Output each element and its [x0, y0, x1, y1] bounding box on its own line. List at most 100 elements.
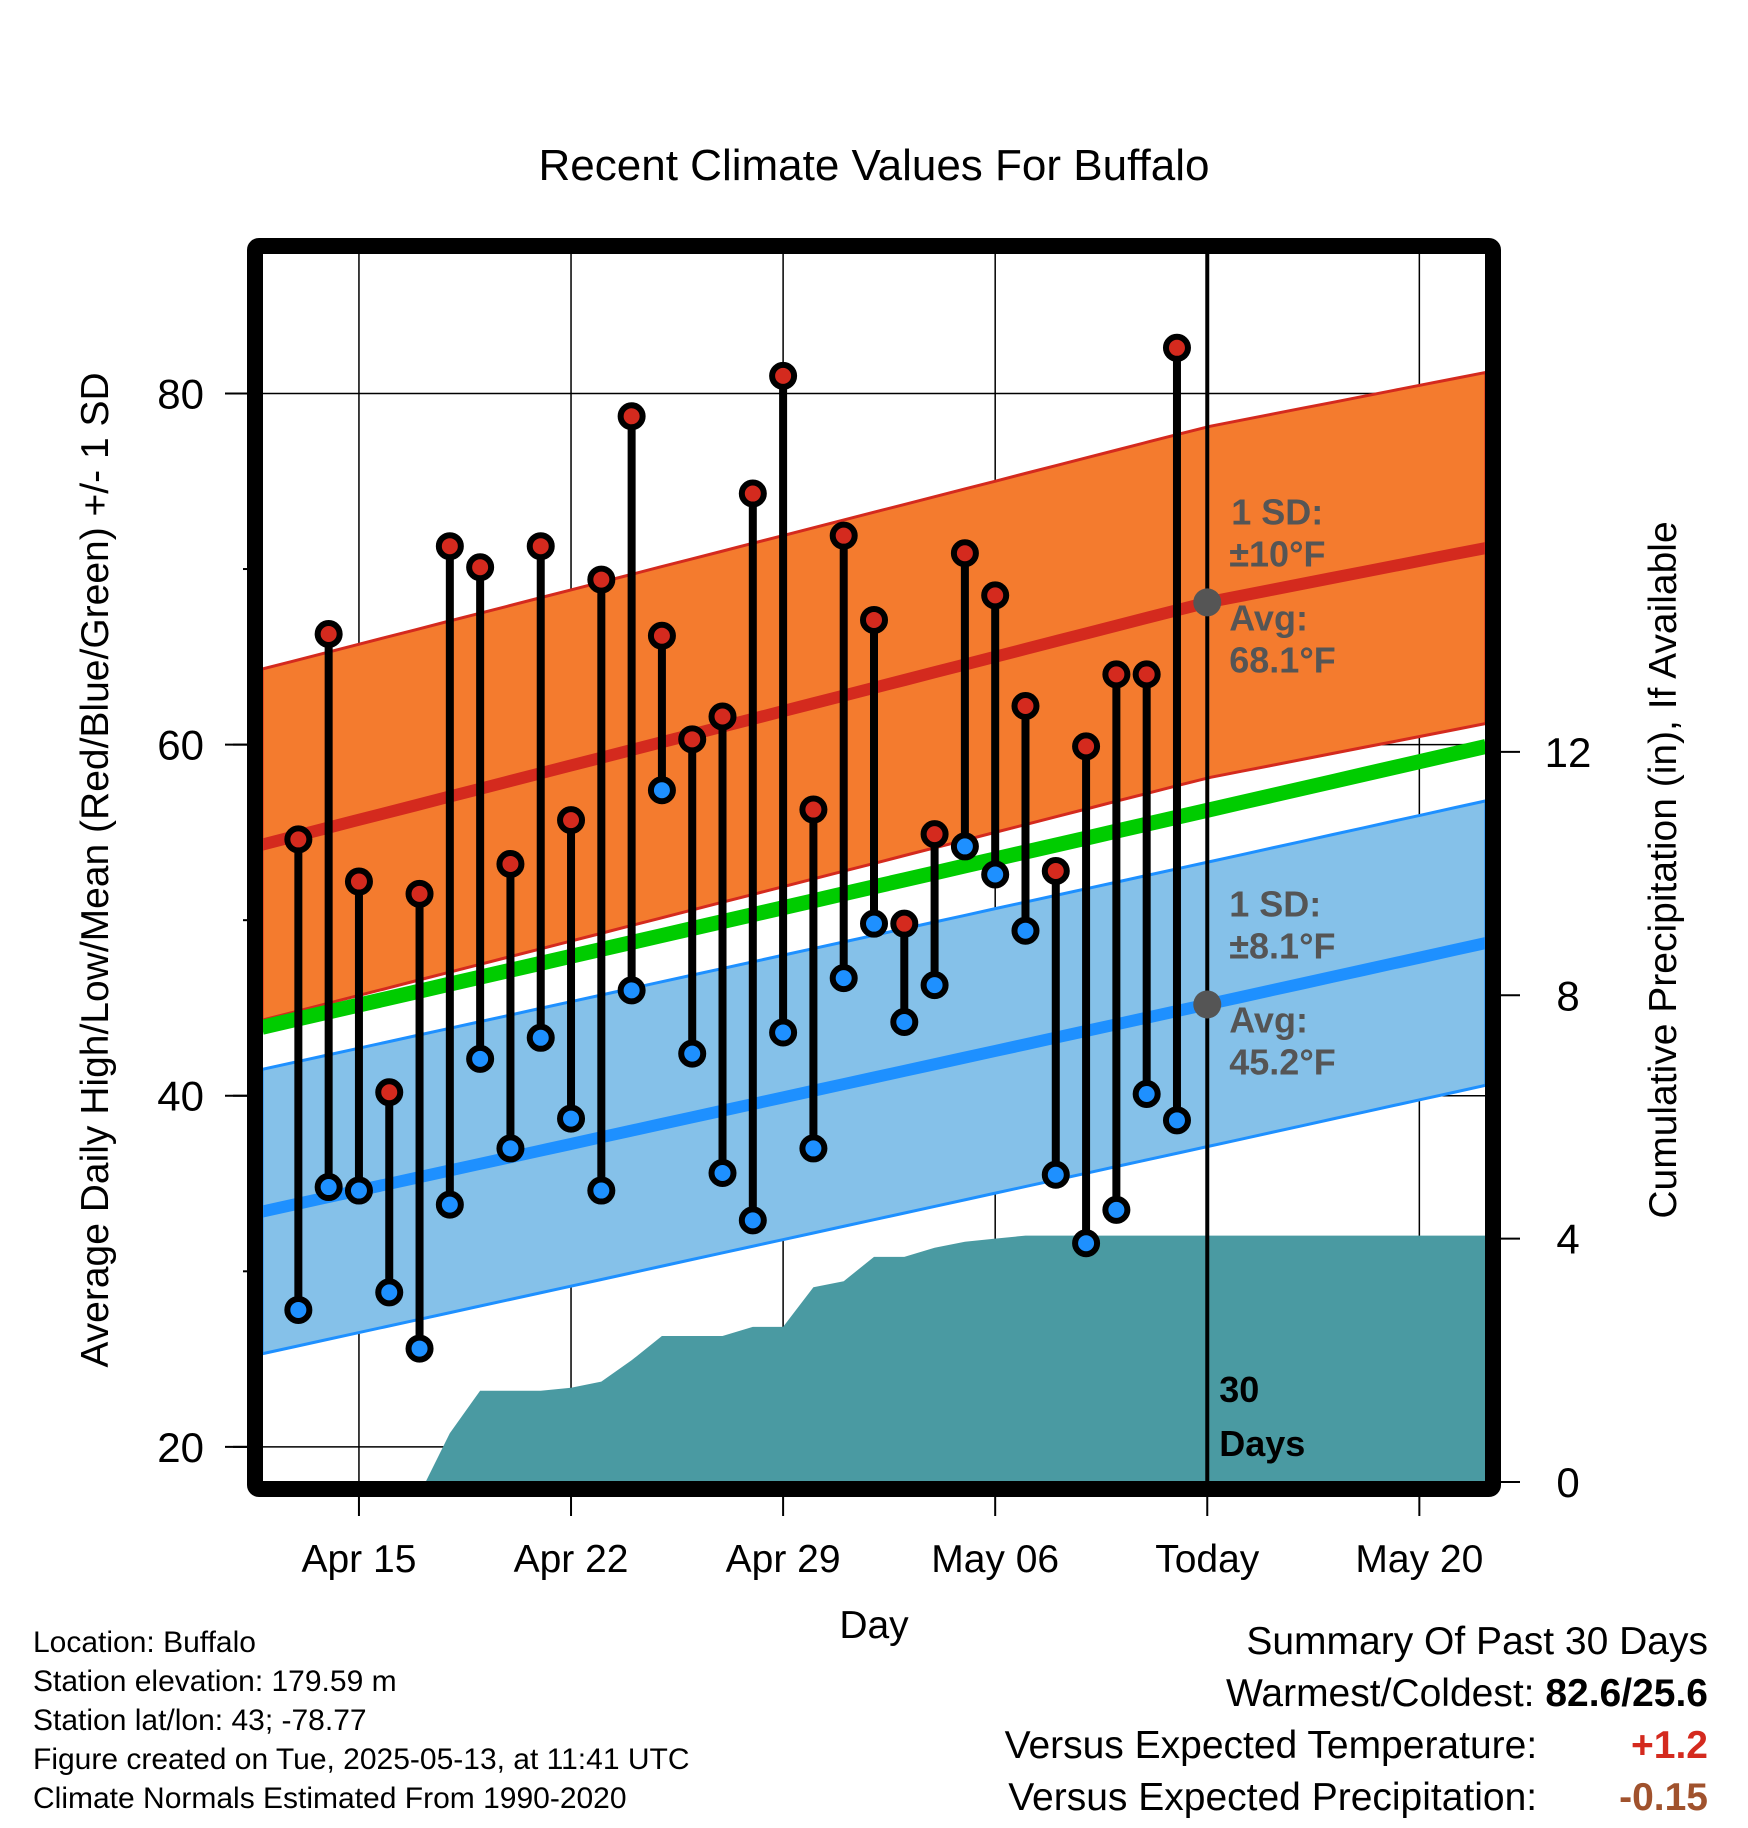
daily-low-point — [526, 1023, 555, 1052]
meta-latlon: Station lat/lon: 43; -78.77 — [33, 1704, 367, 1737]
daily-high-point — [829, 521, 858, 550]
daily-low-point — [1072, 1229, 1101, 1258]
summary-precipitation-label: Versus Expected Precipitation: — [1008, 1776, 1538, 1819]
high-avg-value: 68.1°F — [1229, 639, 1335, 680]
x-tick-label: Apr 15 — [301, 1538, 416, 1581]
daily-low-point — [344, 1176, 373, 1205]
daily-high-point — [375, 1078, 404, 1107]
daily-low-point — [557, 1104, 586, 1133]
daily-low-point — [708, 1158, 737, 1187]
daily-low-point — [496, 1134, 525, 1163]
daily-high-point — [1072, 732, 1101, 761]
y2-tick-label: 12 — [1545, 729, 1592, 776]
daily-high-point — [708, 702, 737, 731]
daily-low-point — [769, 1018, 798, 1047]
precip-area — [425, 1235, 1486, 1482]
daily-high-point — [344, 867, 373, 896]
daily-high-point — [981, 581, 1010, 610]
y-tick-label: 60 — [157, 722, 204, 769]
x-tick-label: May 20 — [1355, 1538, 1483, 1581]
days-label-units: Days — [1219, 1423, 1305, 1464]
daily-high-point — [557, 806, 586, 835]
summary-temperature: Versus Expected Temperature: +1.2 — [1005, 1724, 1708, 1768]
daily-low-point — [435, 1190, 464, 1219]
low-avg-label: Avg: — [1229, 999, 1308, 1040]
daily-high-point — [799, 795, 828, 824]
daily-low-point — [587, 1176, 616, 1205]
days-label: 30 — [1219, 1369, 1259, 1410]
summary-precipitation: Versus Expected Precipitation: -0.15 — [1008, 1776, 1708, 1820]
daily-high-point — [466, 553, 495, 582]
y2-tick-label: 8 — [1556, 972, 1579, 1019]
daily-low-point — [860, 909, 888, 938]
daily-high-point — [587, 565, 616, 594]
axes: 20 40 60 80 0 4 8 12 Apr 15 Apr 22 Apr 29 May 06 Tod… — [157, 238, 1592, 1581]
low-normal-line — [262, 937, 1486, 1218]
daily-low-point — [738, 1206, 767, 1235]
daily-low-point — [284, 1295, 313, 1324]
daily-high-point — [284, 825, 313, 854]
y-axis-label: Average Daily High/Low/Mean (Red/Blue/Gr… — [74, 372, 117, 1367]
low-avg-value: 45.2°F — [1229, 1041, 1335, 1082]
high-sd-label: 1 SD: — [1231, 491, 1323, 532]
daily-low-point — [405, 1334, 434, 1363]
daily-high-point — [647, 621, 676, 650]
daily-low-point — [1011, 916, 1040, 945]
daily-low-point — [466, 1044, 495, 1073]
chart-title: Recent Climate Values For Buffalo — [539, 141, 1210, 190]
x-tick-label: Apr 22 — [514, 1538, 629, 1581]
today-low-avg-point — [1193, 990, 1222, 1019]
daily-low-point — [1132, 1079, 1161, 1108]
daily-high-point — [769, 361, 798, 390]
daily-low-point — [890, 1008, 919, 1037]
daily-high-point — [860, 605, 888, 634]
daily-low-point — [375, 1278, 404, 1307]
daily-low-point — [1162, 1106, 1191, 1135]
high-sd-value: ±10°F — [1229, 533, 1325, 574]
summary-warmest-coldest: Warmest/Coldest: 82.6/25.6 — [1226, 1672, 1708, 1716]
daily-low-point — [314, 1173, 343, 1202]
daily-low-point — [950, 832, 979, 861]
meta-location: Location: Buffalo — [33, 1626, 256, 1659]
low-sd-value: ±8.1°F — [1229, 925, 1335, 966]
daily-high-point — [526, 532, 555, 561]
daily-high-point — [890, 909, 919, 938]
daily-low-point — [647, 776, 676, 805]
x-tick-label: Apr 29 — [726, 1538, 841, 1581]
summary-warmest-coldest-value: 82.6/25.6 — [1545, 1672, 1708, 1715]
daily-high-point — [1162, 333, 1191, 362]
daily-high-point — [435, 532, 464, 561]
daily-high-point — [314, 619, 343, 648]
daily-high-point — [678, 725, 707, 754]
daily-low-point — [829, 964, 858, 993]
summary-warmest-coldest-label: Warmest/Coldest: — [1226, 1672, 1535, 1715]
daily-high-point — [405, 879, 434, 908]
x-axis-label: Day — [839, 1604, 909, 1647]
meta-elevation: Station elevation: 179.59 m — [33, 1665, 397, 1698]
daily-low-point — [1102, 1195, 1131, 1224]
low-sd-label: 1 SD: — [1229, 883, 1321, 924]
summary-title: Summary Of Past 30 Days — [1246, 1620, 1708, 1663]
daily-high-point — [1132, 660, 1161, 689]
daily-low-point — [799, 1134, 828, 1163]
today-high-avg-point — [1193, 588, 1222, 617]
summary-precipitation-value: -0.15 — [1619, 1776, 1708, 1819]
daily-low-point — [981, 860, 1010, 889]
y-tick-label: 20 — [157, 1424, 204, 1471]
daily-high-point — [950, 539, 979, 568]
y-tick-label: 40 — [157, 1073, 204, 1120]
summary-temperature-value: +1.2 — [1631, 1724, 1708, 1767]
x-tick-label: May 06 — [931, 1538, 1059, 1581]
high-avg-label: Avg: — [1229, 597, 1308, 638]
daily-high-point — [920, 820, 949, 849]
daily-low-point — [617, 976, 646, 1005]
daily-high-point — [1041, 857, 1070, 886]
daily-high-point — [738, 479, 767, 508]
daily-high-point — [617, 402, 646, 431]
meta-created: Figure created on Tue, 2025-05-13, at 11… — [33, 1743, 690, 1776]
daily-high-point — [1011, 691, 1040, 720]
daily-low-point — [678, 1039, 707, 1068]
daily-low-point — [1041, 1160, 1070, 1189]
